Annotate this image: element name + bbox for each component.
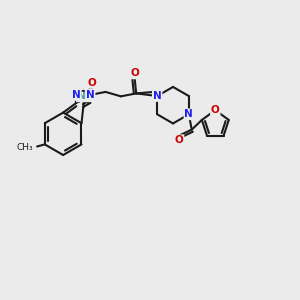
Text: O: O <box>211 105 220 115</box>
Text: O: O <box>175 135 184 145</box>
Text: N: N <box>153 91 162 101</box>
Text: N: N <box>86 90 94 100</box>
Text: NH: NH <box>77 92 92 101</box>
Text: CH₃: CH₃ <box>17 143 34 152</box>
Text: N: N <box>72 90 81 100</box>
Text: O: O <box>130 68 139 78</box>
Text: N: N <box>184 109 193 119</box>
Text: O: O <box>87 78 96 88</box>
